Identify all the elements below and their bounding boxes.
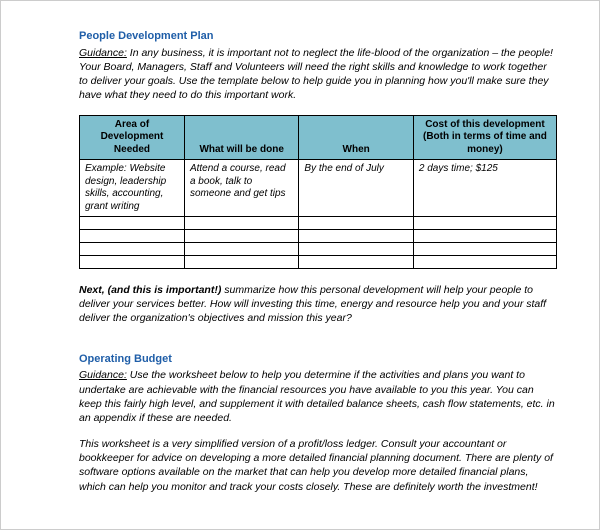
guidance-text-2: Use the worksheet below to help you dete… [79,369,555,424]
section1-title: People Development Plan [79,29,557,44]
table-header-cell: When [299,115,413,160]
table-header-cell: Cost of this development (Both in terms … [413,115,556,160]
table-cell [413,256,556,269]
section1-guidance: Guidance: In any business, it is importa… [79,46,557,103]
guidance-text: In any business, it is important not to … [79,47,553,102]
table-row [80,230,557,243]
table-cell [299,256,413,269]
table-cell: By the end of July [299,160,413,217]
table-row [80,243,557,256]
document-page: People Development Plan Guidance: In any… [1,1,599,526]
next-lead: Next, (and this is important!) [79,284,221,296]
section2-title: Operating Budget [79,352,557,367]
table-cell: Example: Website design, leadership skil… [80,160,185,217]
table-row [80,256,557,269]
section2-guidance: Guidance: Use the worksheet below to hel… [79,368,557,425]
table-cell [80,217,185,230]
table-header-cell: Area of Development Needed [80,115,185,160]
table-cell [299,243,413,256]
table-cell [184,230,298,243]
table-cell: Attend a course, read a book, talk to so… [184,160,298,217]
section2-para2: This worksheet is a very simplified vers… [79,437,557,494]
table-cell [184,256,298,269]
guidance-label-2: Guidance: [79,369,127,381]
table-cell [413,243,556,256]
table-cell [80,243,185,256]
development-table: Area of Development NeededWhat will be d… [79,115,557,270]
table-cell [184,243,298,256]
table-header-cell: What will be done [184,115,298,160]
next-paragraph: Next, (and this is important!) summarize… [79,283,557,326]
table-cell [80,230,185,243]
table-header-row: Area of Development NeededWhat will be d… [80,115,557,160]
table-cell [80,256,185,269]
table-row: Example: Website design, leadership skil… [80,160,557,217]
guidance-label: Guidance: [79,47,127,59]
table-cell: 2 days time; $125 [413,160,556,217]
table-cell [184,217,298,230]
table-cell [299,217,413,230]
table-row [80,217,557,230]
table-cell [299,230,413,243]
table-cell [413,230,556,243]
table-cell [413,217,556,230]
